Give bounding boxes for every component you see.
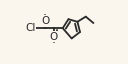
- Text: O: O: [41, 16, 50, 26]
- Text: O: O: [50, 32, 58, 42]
- Text: Cl: Cl: [25, 23, 36, 33]
